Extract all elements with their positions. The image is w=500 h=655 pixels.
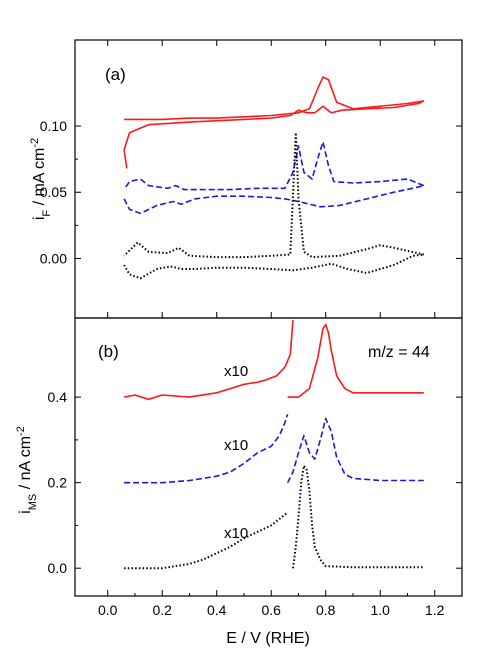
panel-b-series-red-sweep-1 xyxy=(123,320,294,401)
panel-a: 0.00 0.05 0.10 (a) iF / mA cm-2 xyxy=(29,39,463,319)
panel-b-frame xyxy=(74,317,463,597)
panel-b-ylabel-main: i xyxy=(17,510,34,514)
panel-a-ylabel: iF / mA cm-2 xyxy=(29,138,53,220)
x-tick-label: 1.0 xyxy=(371,602,391,618)
panel-a-series-red-sweep-2 xyxy=(124,76,424,121)
x-axis: 0.0 0.2 0.4 0.6 0.8 1.0 1.2 xyxy=(98,40,445,618)
panel-b-series-red-sweep-2 xyxy=(287,323,424,398)
panel-a-ytick-label: 0.10 xyxy=(40,118,67,134)
panel-b-series-blue-sweep-2 xyxy=(286,417,424,484)
x-tick-label: 0.0 xyxy=(98,602,118,618)
panel-a-series-blue-sweep-1 xyxy=(123,184,424,215)
panel-b-ylabel-sup: -2 xyxy=(15,426,27,436)
panel-b: 0.0 0.2 0.4 (b) m/z = 44 x10 x10 x10 iMS /… xyxy=(15,317,463,597)
panel-a-ylabel-sup: -2 xyxy=(29,138,41,148)
panel-b-ylabel: iMS / nA cm-2 xyxy=(15,426,39,514)
panel-a-marks: 0.00 0.05 0.10 xyxy=(40,76,462,280)
panel-b-ytick-label: 0.0 xyxy=(48,560,68,576)
x-tick-label: 0.8 xyxy=(316,602,336,618)
x-tick-label: 1.2 xyxy=(425,602,445,618)
panel-a-series-red-sweep-1 xyxy=(123,100,425,169)
x-axis-label: E / V (RHE) xyxy=(226,630,310,647)
x-tick-label: 0.4 xyxy=(207,602,227,618)
panel-b-series-blue-sweep-1 xyxy=(124,413,289,484)
panel-a-ylabel-sub: F xyxy=(41,210,53,217)
panel-b-annotation: m/z = 44 xyxy=(368,344,430,361)
panel-a-ytick-label: 0.05 xyxy=(40,184,67,200)
multiplier-label-red: x10 xyxy=(224,363,248,380)
panel-a-series-black-sweep-1 xyxy=(123,253,424,280)
panel-b-label: (b) xyxy=(98,342,119,361)
panel-a-ylabel-main: i xyxy=(31,217,48,221)
panel-b-ylabel-sub: MS xyxy=(27,494,39,511)
x-tick-label: 0.2 xyxy=(152,602,172,618)
panel-a-ytick-label: 0.00 xyxy=(40,250,67,266)
x-tick-label: 0.6 xyxy=(261,602,281,618)
panel-b-ytick-label: 0.4 xyxy=(48,389,68,405)
panel-b-series-black-sweep-1 xyxy=(124,511,289,570)
panel-a-label: (a) xyxy=(105,65,126,84)
multiplier-label-blue: x10 xyxy=(224,437,248,454)
panel-a-series-black-sweep-2 xyxy=(123,131,425,259)
multiplier-label-black: x10 xyxy=(224,525,248,542)
panel-a-series-blue-sweep-2 xyxy=(123,141,425,191)
panel-a-ylabel-rest: / mA cm xyxy=(31,148,48,210)
panel-b-ylabel-rest: / nA cm xyxy=(17,436,34,494)
panel-b-series-black-sweep-2 xyxy=(292,464,424,569)
panel-b-ytick-label: 0.2 xyxy=(48,475,68,491)
panel-b-marks: 0.0 0.2 0.4 xyxy=(48,320,462,576)
